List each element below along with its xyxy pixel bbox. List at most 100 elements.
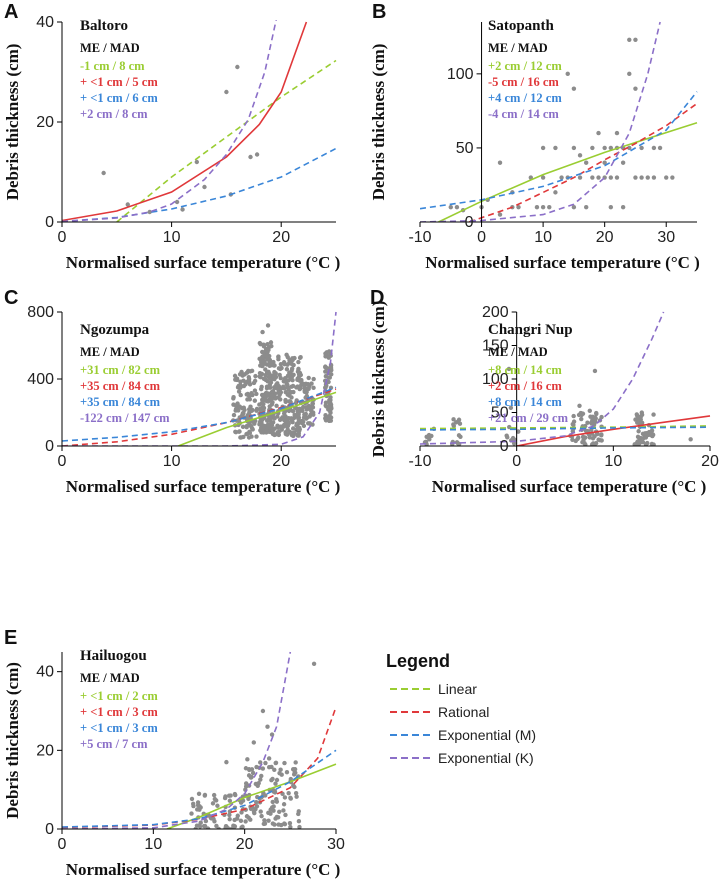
data-point	[265, 391, 270, 397]
y-tick-label: 40	[36, 664, 54, 681]
legend-item-label: Exponential (K)	[438, 750, 534, 766]
data-point	[248, 404, 253, 409]
data-point	[283, 397, 288, 403]
data-point	[260, 329, 265, 335]
stats-header: ME / MAD	[488, 345, 548, 359]
data-point	[620, 160, 626, 165]
data-point	[323, 383, 329, 389]
data-point	[608, 204, 614, 210]
data-point	[147, 209, 152, 215]
data-point	[657, 145, 663, 151]
data-point	[570, 437, 575, 443]
data-point	[246, 376, 252, 382]
data-point	[458, 434, 463, 440]
data-point	[283, 390, 288, 395]
data-point	[174, 199, 180, 205]
legend: Legend Linear Rational Exponential (M) Expon…	[386, 651, 536, 766]
x-tick-label: 20	[596, 229, 614, 246]
data-point	[553, 145, 558, 151]
data-point	[249, 774, 254, 780]
data-point	[296, 359, 301, 365]
legend-item-label: Exponential (M)	[438, 727, 536, 743]
data-point	[244, 424, 249, 430]
data-point	[306, 421, 311, 426]
data-point	[516, 204, 521, 210]
data-point	[191, 801, 196, 807]
data-point	[423, 439, 429, 444]
data-point	[275, 423, 280, 428]
data-point	[296, 410, 301, 415]
curve-exponential-k	[62, 311, 337, 446]
data-point	[577, 403, 582, 408]
data-point	[195, 807, 200, 812]
data-point	[643, 431, 648, 436]
data-point	[310, 405, 315, 410]
data-point	[633, 417, 638, 422]
model-curves	[62, 651, 337, 829]
stat-line: + <1 cm / 3 cm	[80, 721, 158, 735]
data-point	[270, 393, 275, 398]
data-point	[579, 411, 585, 416]
y-tick-label: 0	[45, 214, 54, 231]
data-point	[252, 421, 257, 426]
data-point	[270, 400, 275, 405]
data-point	[279, 365, 284, 371]
data-point	[272, 767, 277, 773]
data-point	[245, 397, 250, 402]
data-point	[266, 810, 271, 816]
stat-line: +35 cm / 84 cm	[80, 379, 161, 393]
x-tick-label: 0	[58, 836, 67, 853]
data-point	[274, 777, 280, 783]
data-point	[639, 175, 644, 180]
data-point	[266, 756, 272, 761]
data-point	[250, 770, 256, 776]
data-point	[193, 826, 198, 829]
x-axis-label: Normalised surface temperature (°C )	[425, 253, 700, 272]
curve-exponential-m	[62, 147, 337, 222]
data-point	[247, 392, 252, 398]
data-point	[510, 435, 516, 441]
data-point	[258, 777, 263, 782]
data-point	[283, 812, 288, 818]
data-point	[269, 764, 274, 770]
data-point	[252, 388, 258, 393]
data-point	[290, 357, 295, 363]
data-point	[232, 817, 237, 823]
data-point	[263, 376, 268, 382]
stat-line: +35 cm / 84 cm	[80, 395, 161, 409]
data-point	[634, 412, 639, 417]
data-point	[257, 406, 263, 412]
data-point	[284, 770, 290, 775]
data-point	[293, 760, 298, 765]
x-tick-label: -10	[408, 453, 431, 470]
data-point	[286, 421, 291, 427]
stat-line: +2 cm / 16 cm	[488, 379, 562, 393]
data-point	[311, 661, 317, 666]
data-point	[260, 708, 266, 714]
x-axis-label: Normalised surface temperature (°C )	[66, 253, 341, 272]
data-point	[274, 403, 279, 408]
data-point	[287, 393, 292, 398]
stat-line: -5 cm / 16 cm	[488, 75, 559, 89]
stat-line: +2 cm / 8 cm	[80, 107, 148, 121]
data-point	[293, 400, 299, 406]
data-point	[274, 796, 279, 802]
panel-letter: D	[370, 287, 384, 309]
panel-title: Changri Nup	[488, 322, 573, 338]
data-point	[296, 366, 301, 372]
data-point	[211, 792, 217, 798]
data-point	[451, 423, 457, 429]
data-point	[547, 204, 552, 210]
data-point	[264, 362, 270, 367]
data-point	[231, 412, 237, 418]
data-point	[265, 355, 271, 360]
data-point	[297, 425, 302, 430]
data-point	[254, 434, 259, 439]
data-point	[206, 826, 211, 829]
data-point	[274, 814, 280, 820]
data-point	[231, 395, 236, 400]
data-point	[643, 442, 649, 446]
data-point	[246, 796, 251, 802]
data-point	[275, 386, 281, 392]
